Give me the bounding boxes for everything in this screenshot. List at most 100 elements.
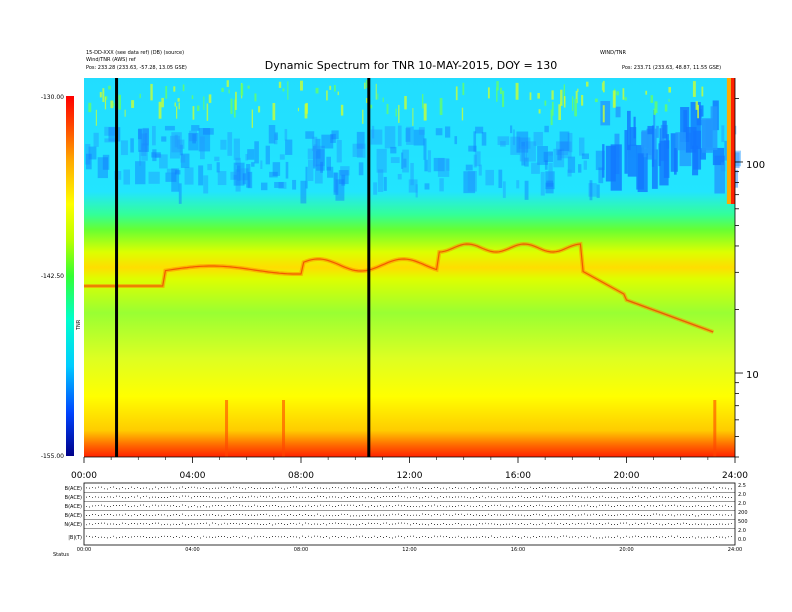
spectrum-patch	[285, 139, 293, 155]
spectrum-patch	[151, 152, 161, 158]
spectrum-speck	[203, 96, 205, 110]
spectrum-patch	[633, 116, 636, 139]
spectrum-patch	[674, 148, 677, 175]
spectrum-patch	[643, 148, 647, 158]
spectrum-speck	[537, 92, 540, 99]
spectrum-patch	[410, 162, 414, 186]
spectrum-patch	[544, 125, 549, 133]
spectrum-speck	[297, 107, 300, 112]
spectrum-patch	[521, 141, 526, 166]
spectrum-speck	[300, 80, 303, 91]
spectrum-speck	[192, 106, 195, 120]
spectrum-patch	[659, 140, 669, 186]
spectrum-patch	[198, 128, 211, 152]
spectrum-patch	[336, 139, 342, 163]
spectrum-speck	[575, 90, 578, 104]
spectrum-patch	[260, 160, 263, 170]
spectrum-speck	[333, 84, 336, 92]
spectrum-speck	[496, 87, 498, 102]
spectrum-patch	[397, 125, 402, 147]
spectrum-patch	[148, 171, 160, 184]
spectrum-speck	[206, 103, 209, 121]
time-tick-label: 00:00	[71, 471, 97, 481]
spectrum-patch	[260, 182, 268, 191]
spectrum-patch	[142, 127, 149, 146]
spectrum-patch	[680, 107, 690, 142]
spectrum-patch	[97, 157, 108, 179]
spectrum-patch	[583, 160, 587, 170]
spectrum-patch	[371, 125, 375, 139]
spectrum-patch	[588, 183, 597, 197]
spectrum-patch	[465, 164, 473, 171]
spectrum-speck	[177, 98, 180, 102]
spectrum-patch	[545, 182, 554, 194]
spectrum-patch	[439, 178, 444, 192]
spectrum-speck	[645, 90, 648, 95]
bottom-time-label: 00:00	[77, 547, 91, 553]
spectrum-patch	[227, 132, 233, 156]
spectrum-speck	[668, 87, 671, 93]
spectrum-patch	[721, 125, 725, 143]
spectrum-speck	[377, 93, 379, 100]
spectrum-patch	[581, 153, 589, 160]
spectrum-speck	[382, 97, 384, 103]
spectrum-patch	[712, 147, 725, 166]
spectrum-speck	[544, 100, 547, 106]
spectrum-patch	[446, 159, 450, 171]
spectrum-patch	[637, 153, 648, 193]
spectrum-patch	[516, 180, 520, 189]
spectrum-patch	[338, 170, 349, 185]
spectrum-patch	[130, 138, 134, 153]
spectrum-patch	[313, 145, 325, 167]
spectrum-patch	[242, 173, 247, 185]
spectrum-patch	[331, 130, 339, 140]
header-left-2: Wind/TNR (AWS) ref	[86, 57, 136, 63]
spectrum-speck	[340, 104, 344, 116]
time-tick-label: 16:00	[505, 471, 531, 481]
spectrum-patch	[174, 170, 181, 175]
colorbar-tick-max: -130.00	[41, 94, 64, 101]
spectrum-patch	[405, 128, 411, 142]
spectrum-patch	[598, 167, 604, 184]
spectrum-patch	[233, 174, 238, 180]
spectrum-patch	[137, 129, 142, 140]
spectrum-patch	[315, 138, 321, 159]
bottom-panel-frame	[83, 482, 736, 546]
header-right-2: Pos: 233.71 (233.63, 48.87, 11.55 GSE)	[622, 65, 721, 71]
bottom-row-label: N(ACE)	[64, 522, 82, 528]
spectrum-patch	[279, 154, 285, 160]
spectrum-patch	[454, 136, 458, 145]
spectrum-patch	[415, 184, 418, 198]
spectrum-patch	[240, 168, 249, 181]
spectrum-speck	[499, 87, 502, 94]
spectrum-patch	[463, 171, 476, 194]
spectrum-speck	[695, 101, 698, 110]
spectrum-patch	[202, 128, 214, 135]
spectrum-speck	[110, 100, 114, 109]
spectrum-speck	[105, 96, 108, 100]
spectrum-patch	[701, 119, 711, 151]
spectrum-patch	[192, 133, 196, 144]
bottom-time-label: 24:00	[728, 547, 742, 553]
spectrum-patch	[467, 170, 477, 192]
spectrum-speck	[594, 98, 598, 103]
spectrum-speck	[462, 82, 465, 96]
colorbar-label: TNR	[76, 319, 82, 331]
spectrum-patch	[278, 181, 287, 189]
spectrum-speck	[226, 80, 229, 87]
spectrum-patch	[524, 180, 529, 200]
spectrum-speck	[362, 109, 364, 124]
bottom-row-label: |B|(T)	[68, 535, 82, 541]
spectrum-patch	[468, 145, 477, 152]
spectrum-patch	[235, 169, 241, 192]
spectrum-patch	[333, 172, 339, 195]
spectrum-patch	[203, 175, 209, 194]
spectrum-patch	[251, 162, 255, 167]
spectrum-patch	[292, 179, 297, 190]
spectrum-patch	[120, 140, 128, 156]
spectrum-patch	[627, 144, 637, 177]
spectrum-patch	[235, 157, 241, 165]
spectrum-speck	[158, 101, 162, 119]
spectrum-patch	[560, 141, 572, 159]
spectrum-patch	[662, 120, 667, 139]
